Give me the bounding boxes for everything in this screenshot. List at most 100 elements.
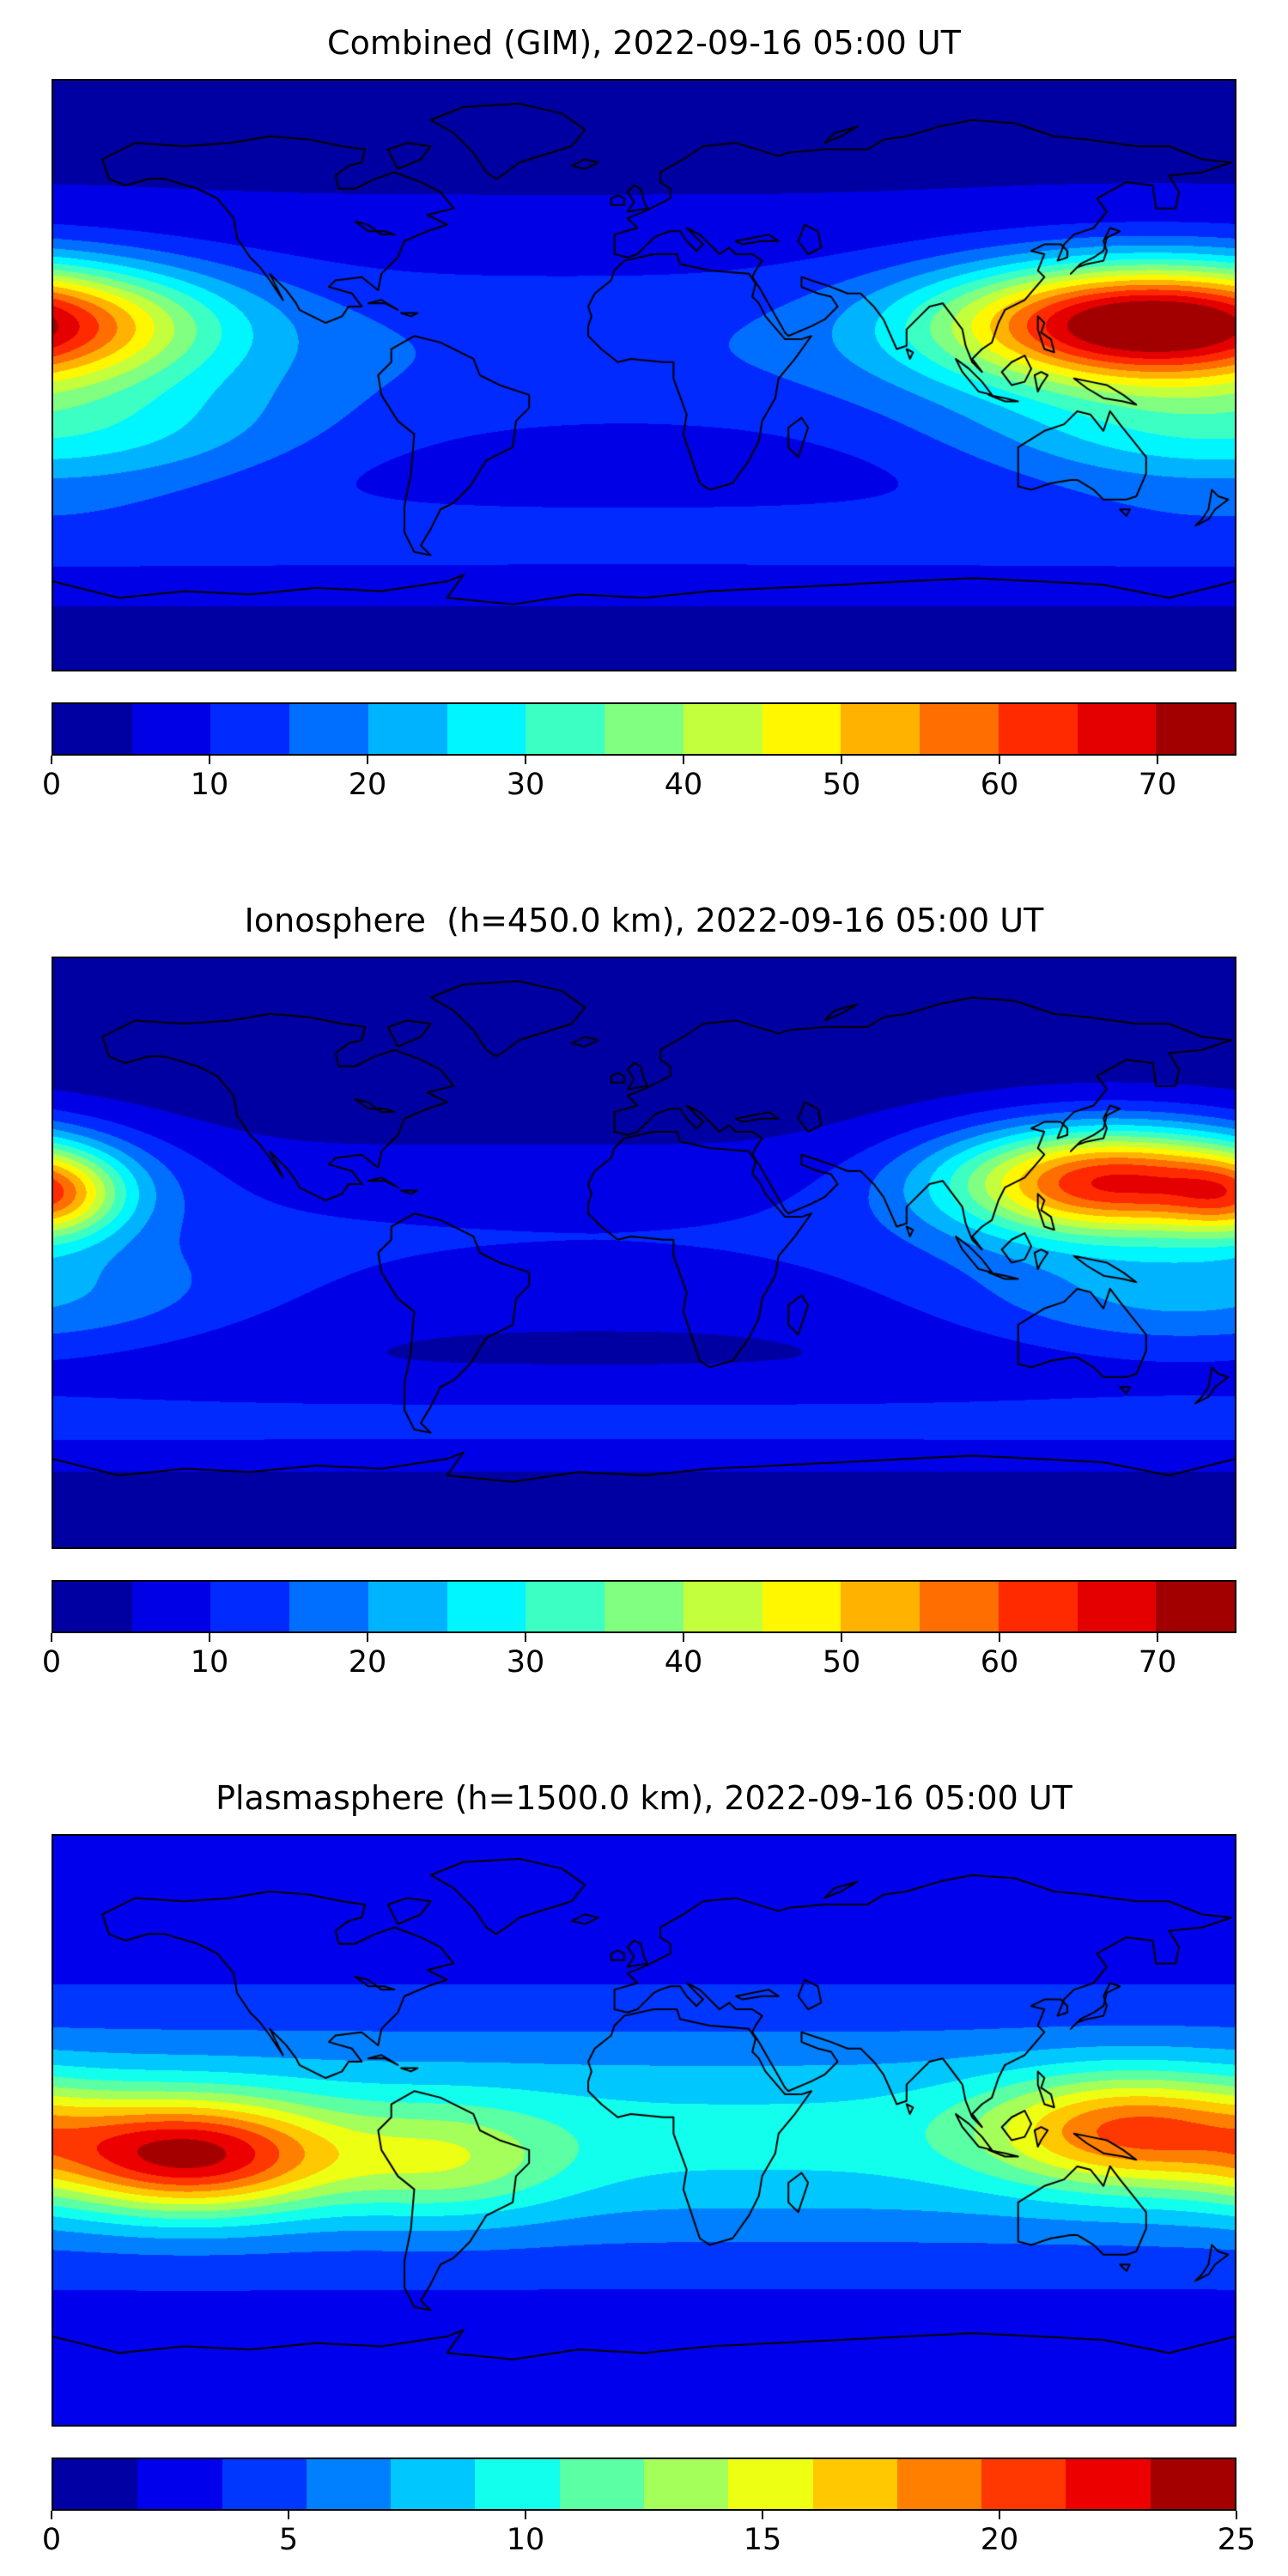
colorbar-tick [366,1633,368,1642]
colorbar-segment [131,704,211,754]
colorbar-tick [525,2511,526,2519]
colorbar-tick [840,756,842,764]
plasmasphere-colorbar: 0 5 10 15 20 25 [42,2458,1255,2569]
colorbar-segment [53,1582,132,1631]
combined-colorbar: 0 10 20 30 40 50 60 70 [42,702,1236,814]
colorbar-tick-label: 60 [980,768,1019,802]
colorbar-tick-label: 50 [822,768,861,802]
colorbar-tick [288,2511,289,2519]
colorbar-tick [208,756,210,764]
colorbar-tick-label: 15 [743,2523,782,2557]
colorbar-tick [208,1633,210,1642]
colorbar-tick [1157,1633,1158,1642]
colorbar-tick [366,756,368,764]
colorbar-segment [306,2459,392,2509]
panel-plasmasphere: Plasmasphere (h=1500.0 km), 2022-09-16 0… [0,1774,1288,2576]
colorbar-tick [762,2511,763,2519]
colorbar-segment [222,2459,307,2509]
colorbar-segment [762,704,841,754]
colorbar-segment [289,1582,368,1631]
colorbar-segment [391,2459,476,2509]
colorbar-segment [368,1582,447,1631]
colorbar-segment [1077,704,1157,754]
colorbar-tick [1236,2511,1237,2519]
colorbar-tick [999,1633,1000,1642]
colorbar-tick [999,756,1000,764]
colorbar-segment [53,704,132,754]
colorbar-segment [131,1582,211,1631]
colorbar-tick [51,1633,52,1642]
colorbar-segment [683,704,762,754]
colorbar-segment [998,704,1078,754]
colorbar-tick [999,2511,1000,2519]
colorbar-segment [368,704,447,754]
colorbar-tick-label: 30 [506,1645,545,1680]
colorbar-segment [1150,2459,1235,2509]
ionosphere-colorbar-bar [52,1580,1236,1633]
colorbar-tick [51,756,52,764]
combined-map-canvas [53,81,1235,670]
colorbar-tick-label: 10 [506,2523,545,2557]
colorbar-tick-label: 50 [822,1645,861,1680]
colorbar-segment [896,2459,982,2509]
colorbar-segment [841,1582,920,1631]
panel-ionosphere: Ionosphere (h=450.0 km), 2022-09-16 05:0… [0,896,1288,1755]
colorbar-segment [920,704,999,754]
colorbar-segment [1156,1582,1236,1631]
colorbar-tick-label: 70 [1138,768,1177,802]
colorbar-tick-label: 10 [190,1645,229,1680]
colorbar-segment [728,2459,813,2509]
ionosphere-map-frame [52,957,1236,1549]
colorbar-segment [812,2459,897,2509]
colorbar-tick-label: 60 [980,1645,1019,1680]
colorbar-tick-label: 20 [348,768,387,802]
colorbar-segment [683,1582,762,1631]
colorbar-tick-label: 30 [506,768,545,802]
panel-combined-title: Combined (GIM), 2022-09-16 05:00 UT [327,24,961,62]
panel-ionosphere-title: Ionosphere (h=450.0 km), 2022-09-16 05:0… [244,902,1044,939]
colorbar-segment [643,2459,729,2509]
colorbar-segment [53,2459,138,2509]
colorbar-tick [51,2511,52,2519]
ionosphere-map-canvas [53,958,1235,1547]
combined-map-frame [52,79,1236,671]
colorbar-tick-label: 0 [41,2523,62,2557]
colorbar-tick-label: 40 [664,768,703,802]
colorbar-segment [447,704,526,754]
colorbar-tick [682,756,684,764]
plasmasphere-map-canvas [53,1836,1235,2425]
colorbar-segment [475,2459,560,2509]
colorbar-segment [559,2459,644,2509]
colorbar-segment [605,1582,683,1631]
colorbar-segment [210,1582,290,1631]
colorbar-segment [981,2459,1066,2509]
colorbar-tick-label: 0 [41,1645,62,1680]
colorbar-segment [920,1582,999,1631]
colorbar-tick [525,756,526,764]
colorbar-tick-label: 20 [980,2523,1019,2557]
ionosphere-colorbar: 0 10 20 30 40 50 60 70 [42,1580,1236,1692]
colorbar-segment [210,704,290,754]
colorbar-tick [1157,756,1158,764]
colorbar-segment [605,704,683,754]
colorbar-segment [841,704,920,754]
colorbar-segment [762,1582,841,1631]
colorbar-segment [998,1582,1078,1631]
colorbar-tick-label: 70 [1138,1645,1177,1680]
colorbar-tick-label: 5 [278,2523,299,2557]
colorbar-tick [682,1633,684,1642]
colorbar-tick [525,1633,526,1642]
colorbar-segment [526,1582,605,1631]
colorbar-segment [1066,2459,1151,2509]
colorbar-tick-label: 25 [1217,2523,1256,2557]
colorbar-segment [137,2459,222,2509]
colorbar-tick-label: 0 [41,768,62,802]
panel-plasmasphere-title: Plasmasphere (h=1500.0 km), 2022-09-16 0… [216,1779,1072,1817]
plasmasphere-colorbar-bar [52,2458,1236,2511]
panel-combined: Combined (GIM), 2022-09-16 05:00 UT 0 10 2… [0,19,1288,878]
colorbar-tick-label: 20 [348,1645,387,1680]
colorbar-tick [840,1633,842,1642]
colorbar-tick-label: 40 [664,1645,703,1680]
colorbar-segment [289,704,368,754]
colorbar-segment [447,1582,526,1631]
